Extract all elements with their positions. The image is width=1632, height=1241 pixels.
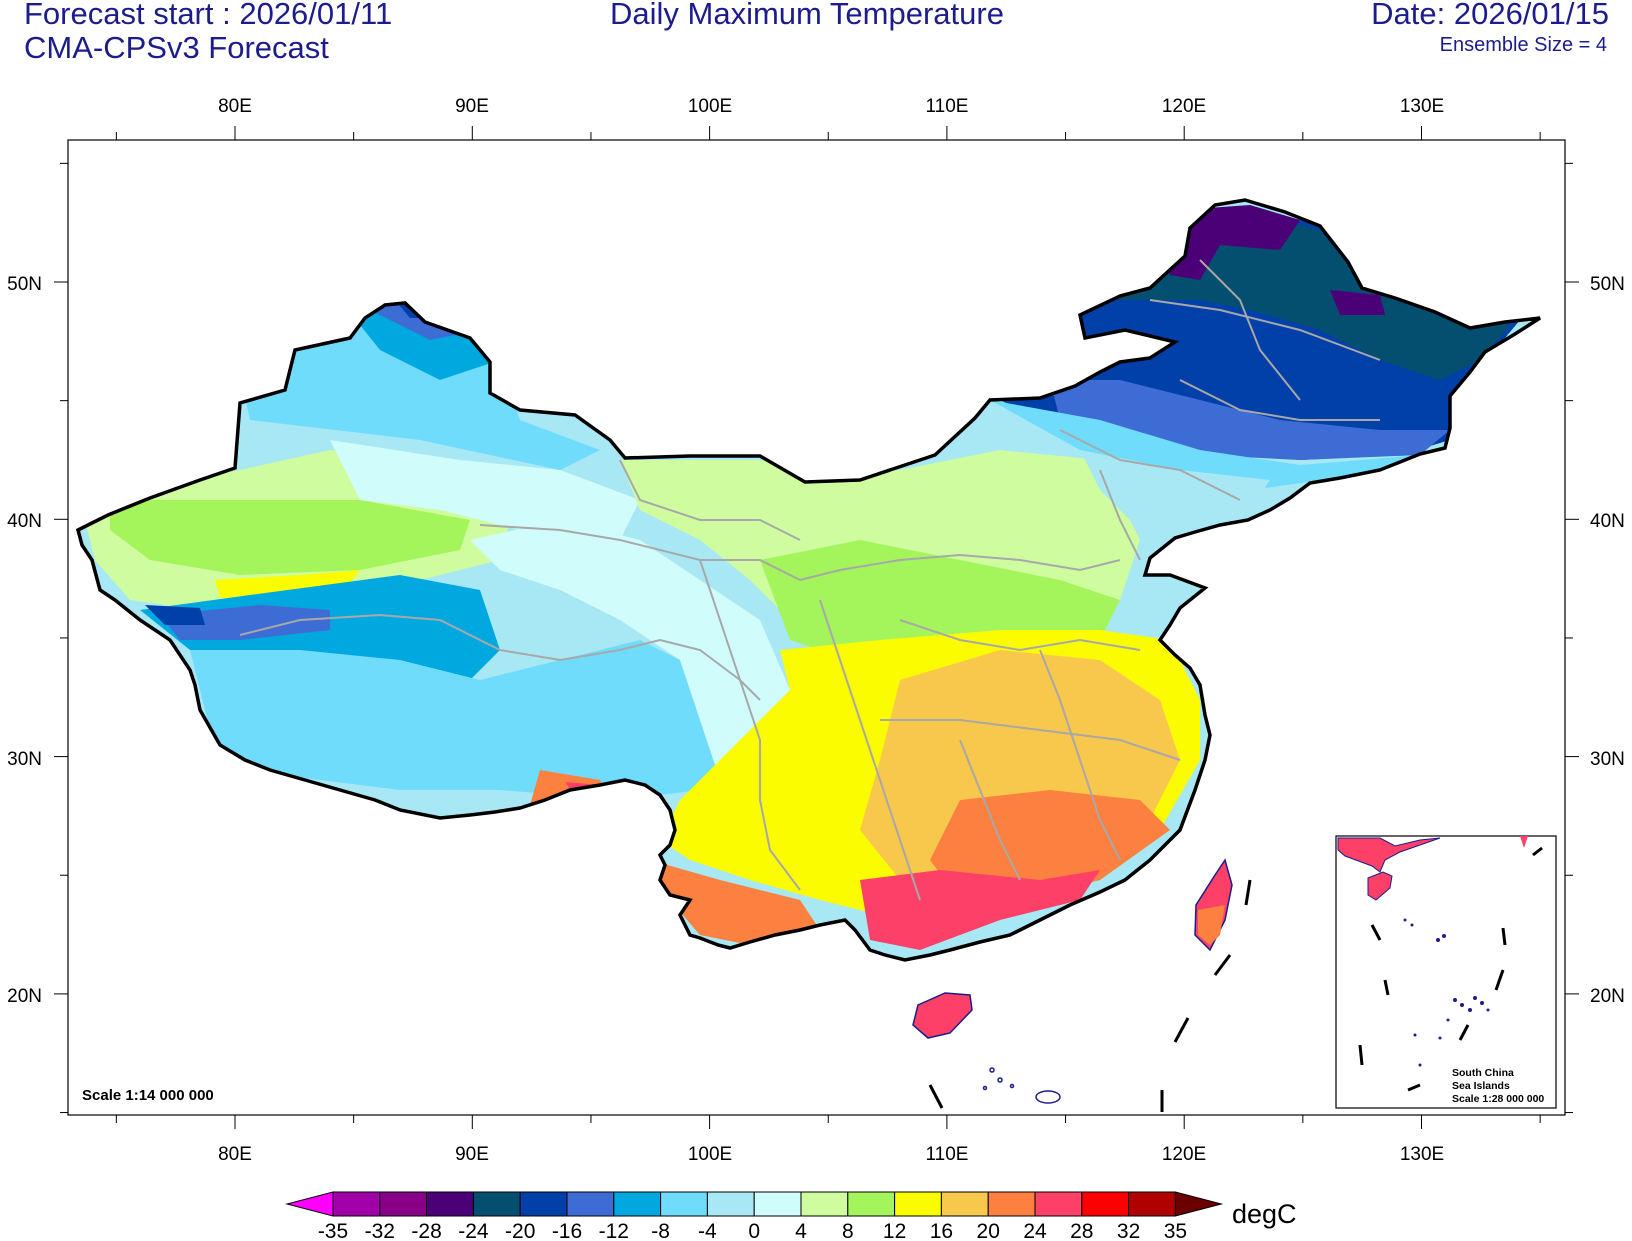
colorbar-tick-label: -8: [651, 1220, 670, 1241]
colorbar-swatch: [332, 1191, 381, 1217]
lon-label-100e: 100E: [688, 96, 732, 117]
colorbar-tick-label: -16: [552, 1220, 582, 1241]
colorbar-swatch: [987, 1191, 1036, 1217]
lat-label-20n-r: 20N: [1590, 986, 1625, 1007]
lat-label-50n: 50N: [7, 274, 42, 295]
colorbar-tick-label: 16: [930, 1220, 953, 1241]
colorbar-unit-label: degC: [1232, 1199, 1297, 1229]
hainan-island: [912, 992, 973, 1039]
lon-label-120e: 120E: [1162, 96, 1206, 117]
lat-label-50n-r: 50N: [1590, 274, 1625, 295]
colorbar-tick-label: 0: [748, 1220, 760, 1241]
lat-label-40n: 40N: [7, 511, 42, 532]
colorbar-tick-label: 35: [1164, 1220, 1187, 1241]
province-boundaries: [239, 259, 1381, 901]
lat-labels-right: 50N 40N 30N 20N: [1590, 274, 1625, 1007]
colorbar-swatch: [660, 1191, 708, 1217]
lon-label-90e: 90E: [455, 96, 489, 117]
lat-labels-left: 50N 40N 30N 20N: [7, 274, 42, 1007]
colorbar-tick-label: -12: [599, 1220, 629, 1241]
forecast-date-label: Date: 2026/01/15: [1371, 0, 1609, 31]
map-scale-label: Scale 1:14 000 000: [82, 1087, 214, 1104]
lon-label-80e-b: 80E: [218, 1144, 252, 1165]
colorbar-tick-label: 24: [1023, 1220, 1047, 1241]
colorbar-tick-label: -35: [318, 1220, 348, 1241]
colorbar-swatch: [379, 1191, 428, 1217]
lon-label-100e-b: 100E: [688, 1144, 732, 1165]
colorbar-tick-label: 32: [1117, 1220, 1140, 1241]
colorbar-swatch: [1081, 1191, 1130, 1217]
colorbar-tick-label: 20: [977, 1220, 1000, 1241]
colorbar-swatch: [519, 1191, 568, 1217]
colorbar: -35 -32 -28 -24 -20 -16 -12 -8 -4 0 4 8 12 16 20 24 28 32…: [285, 1191, 1224, 1241]
colorbar-min-triangle: [285, 1191, 334, 1217]
colorbar-max-triangle: [1174, 1191, 1224, 1217]
lon-labels-top: 80E 90E 100E 110E 120E 130E: [218, 96, 1444, 117]
colorbar-swatch: [847, 1191, 896, 1217]
scs-islands: [982, 1067, 1061, 1104]
inset-title-2: Sea Islands: [1452, 1080, 1510, 1092]
colorbar-tick-label: -4: [698, 1220, 717, 1241]
lat-label-30n-r: 30N: [1590, 749, 1625, 770]
colorbar-tick-label: 12: [883, 1220, 906, 1241]
colorbar-swatch: [566, 1191, 615, 1217]
inset-map: South China Sea Islands Scale 1:28 000 0…: [1335, 835, 1557, 1109]
ensemble-size-label: Ensemble Size = 4: [1439, 34, 1607, 56]
inset-title-1: South China: [1452, 1067, 1514, 1079]
inset-scale: Scale 1:28 000 000: [1452, 1093, 1544, 1105]
dashed-maritime-boundary: [928, 879, 1252, 1112]
forecast-start-label: Forecast start : 2026/01/11: [24, 0, 393, 31]
colorbar-tick-label: -24: [458, 1220, 489, 1241]
lon-label-130e: 130E: [1400, 96, 1444, 117]
model-label: CMA-CPSv3 Forecast: [24, 30, 329, 65]
colorbar-tick-label: -20: [505, 1220, 535, 1241]
lat-label-40n-r: 40N: [1590, 511, 1625, 532]
colorbar-swatch: [753, 1191, 802, 1217]
colorbar-tick-label: 8: [842, 1220, 854, 1241]
page-title: Daily Maximum Temperature: [610, 0, 1004, 31]
lon-label-90e-b: 90E: [455, 1144, 489, 1165]
lon-label-130e-b: 130E: [1400, 1144, 1444, 1165]
taiwan-west-zone: [1198, 905, 1225, 945]
lon-labels-bottom: 80E 90E 100E 110E 120E 130E: [218, 1144, 1444, 1165]
colorbar-swatch: [426, 1191, 474, 1217]
colorbar-tick-label: -28: [411, 1220, 441, 1241]
lat-label-20n: 20N: [7, 986, 42, 1007]
colorbar-swatch: [706, 1191, 755, 1217]
colorbar-swatch: [800, 1191, 849, 1217]
colorbar-swatch: [940, 1191, 989, 1217]
colorbar-swatch: [1128, 1191, 1176, 1217]
axis-ticks: [54, 126, 1579, 1129]
colorbar-tick-label: 28: [1070, 1220, 1093, 1241]
colorbar-tick-label: 4: [795, 1220, 807, 1241]
lon-label-110e-b: 110E: [926, 1144, 969, 1165]
colorbar-swatch: [613, 1191, 662, 1217]
lat-label-30n: 30N: [7, 749, 42, 770]
lon-label-110e: 110E: [926, 96, 969, 117]
colorbar-swatch: [1034, 1191, 1083, 1217]
colorbar-swatch: [894, 1191, 942, 1217]
colorbar-swatch: [472, 1191, 521, 1217]
lon-label-80e: 80E: [218, 96, 252, 117]
colorbar-tick-label: -32: [365, 1220, 395, 1241]
lon-label-120e-b: 120E: [1162, 1144, 1206, 1165]
